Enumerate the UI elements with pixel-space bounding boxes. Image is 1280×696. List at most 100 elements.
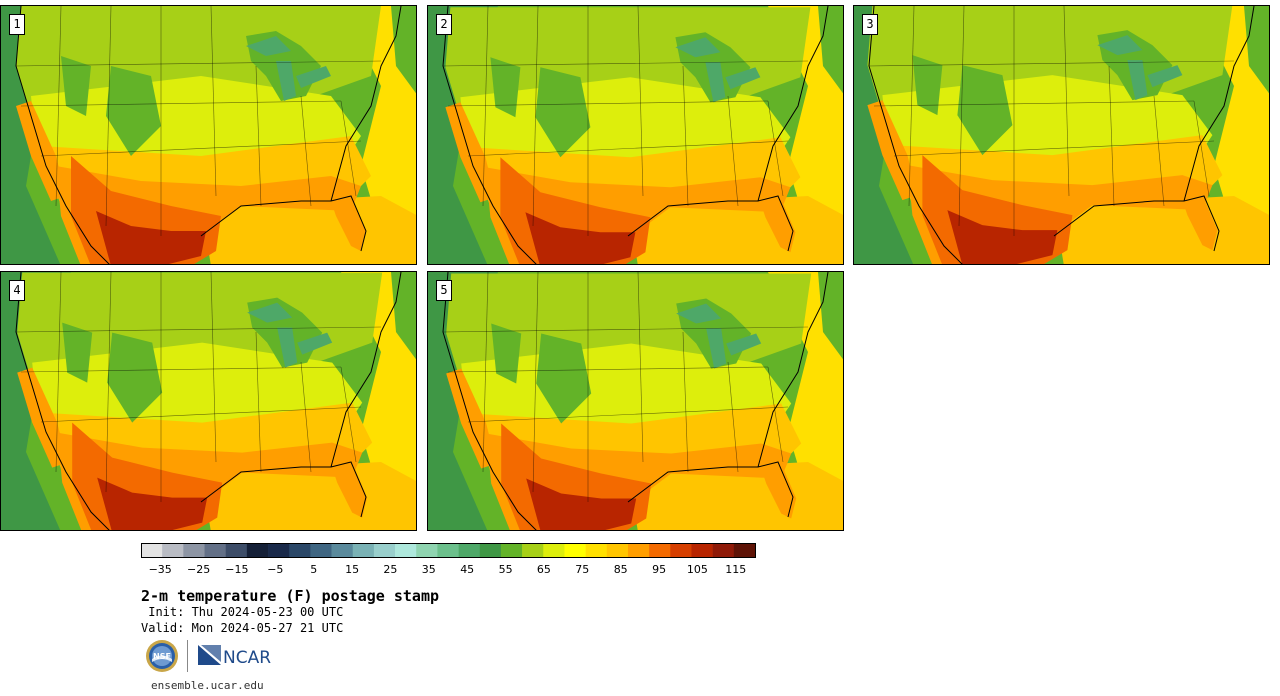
panel-number-label: 3 xyxy=(862,14,878,35)
temperature-region xyxy=(1182,195,1218,251)
colorbar-tick-label: 95 xyxy=(652,563,667,576)
colorbar-bin xyxy=(458,543,481,558)
website-link[interactable]: ensemble.ucar.edu xyxy=(151,679,264,692)
colorbar-tick-label: 55 xyxy=(498,563,513,576)
colorbar-bin xyxy=(437,543,459,558)
logo-divider xyxy=(187,640,188,672)
temperature-region xyxy=(107,332,163,423)
state-boundary xyxy=(908,6,915,207)
state-boundary xyxy=(1063,6,1070,197)
state-boundary xyxy=(105,6,112,227)
state-boundary xyxy=(255,65,262,207)
temperature-map xyxy=(428,272,843,530)
temperature-region xyxy=(96,211,206,264)
state-boundary xyxy=(727,361,739,473)
state-boundary xyxy=(300,361,312,473)
coastline xyxy=(868,6,1255,264)
valid-time: Valid: Mon 2024-05-27 21 UTC xyxy=(141,621,344,635)
colorbar-tick-label: 85 xyxy=(613,563,628,576)
temperature-region xyxy=(246,36,291,56)
colorbar-border xyxy=(141,543,756,558)
postage-stamp-panel-2: 2 xyxy=(427,5,844,265)
colorbar-bin xyxy=(373,543,396,558)
temperature-region xyxy=(428,6,498,264)
temperature-map xyxy=(1,272,416,530)
colorbar-bin xyxy=(627,543,650,558)
state-boundary xyxy=(447,100,769,107)
colorbar-tick-label: −25 xyxy=(186,563,211,576)
colorbar-bin xyxy=(416,543,438,558)
colorbar-tick-label: 75 xyxy=(575,563,590,576)
state-boundary xyxy=(210,6,217,197)
temperature-region xyxy=(675,37,721,58)
temperature-region xyxy=(536,333,592,424)
state-boundary xyxy=(442,326,809,333)
temperature-region xyxy=(1147,65,1183,88)
state-boundary xyxy=(958,6,965,227)
temperature-region xyxy=(726,333,762,356)
colorbar-bin xyxy=(310,543,332,558)
temperature-region xyxy=(341,6,416,264)
panel-number-label: 5 xyxy=(436,280,452,301)
temperature-region xyxy=(491,323,522,384)
state-boundary xyxy=(447,366,769,373)
temperature-region xyxy=(525,212,636,264)
temperature-region xyxy=(760,197,796,253)
colorbar-bin xyxy=(204,543,226,558)
temperature-colorbar xyxy=(141,543,756,558)
panel-number-label: 4 xyxy=(9,280,25,301)
colorbar-tick-label: 15 xyxy=(345,563,360,576)
temperature-region xyxy=(957,65,1013,156)
temperature-region xyxy=(297,332,333,355)
colorbar-bin xyxy=(225,543,248,558)
state-boundary xyxy=(1193,100,1210,197)
colorbar-bin xyxy=(331,543,354,558)
temperature-region xyxy=(947,210,1058,264)
state-boundary xyxy=(727,95,739,207)
state-boundary xyxy=(340,100,357,197)
colorbar-tick-label: 5 xyxy=(310,563,318,576)
temperature-region xyxy=(332,462,368,518)
coastline xyxy=(15,6,402,264)
state-boundary xyxy=(467,140,789,157)
state-boundary xyxy=(442,60,809,67)
state-boundary xyxy=(1108,65,1115,207)
colorbar-tick-label: 25 xyxy=(383,563,398,576)
state-boundary xyxy=(637,6,644,197)
state-boundary xyxy=(15,60,382,67)
temperature-region xyxy=(912,55,943,116)
temperature-region xyxy=(331,196,366,251)
colorbar-tick-label: 45 xyxy=(460,563,475,576)
state-boundary xyxy=(637,272,644,463)
colorbar-bin xyxy=(352,543,375,558)
temperature-region xyxy=(725,67,761,90)
state-boundary xyxy=(255,331,262,473)
coastline xyxy=(442,272,829,530)
state-boundary xyxy=(300,95,312,207)
colorbar-bin xyxy=(585,543,608,558)
state-boundary xyxy=(20,366,342,373)
temperature-region xyxy=(705,62,726,103)
colorbar-bin xyxy=(500,543,523,558)
temperature-region xyxy=(768,6,843,264)
state-boundary xyxy=(340,366,357,463)
panel-number-label: 1 xyxy=(9,14,25,35)
postage-stamp-panel-1: 1 xyxy=(0,5,417,265)
temperature-region xyxy=(276,61,296,101)
colorbar-bin xyxy=(649,543,671,558)
temperature-region xyxy=(106,66,161,156)
temperature-region xyxy=(61,56,91,116)
colorbar-tick-label: 105 xyxy=(686,563,708,576)
state-boundary xyxy=(467,406,789,423)
colorbar-tick-label: −5 xyxy=(267,563,284,576)
temperature-region xyxy=(535,67,591,158)
colorbar-bin xyxy=(691,543,713,558)
temperature-region xyxy=(490,57,521,118)
state-boundary xyxy=(482,272,489,473)
colorbar-bin xyxy=(564,543,586,558)
panel-number-label: 2 xyxy=(436,14,452,35)
state-boundary xyxy=(767,366,784,463)
state-boundary xyxy=(767,100,784,197)
temperature-region xyxy=(526,478,637,530)
coastline xyxy=(15,272,402,530)
